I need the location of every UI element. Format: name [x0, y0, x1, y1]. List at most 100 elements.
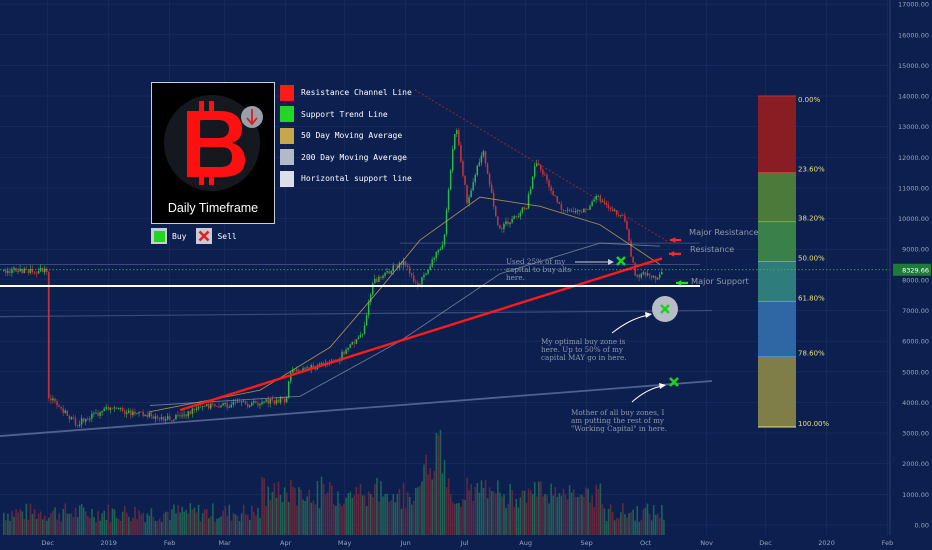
candle-body	[3, 269, 5, 271]
x-axis-panel	[0, 535, 932, 550]
candle-body	[138, 411, 140, 414]
volume-bar	[146, 513, 149, 535]
volume-bar	[82, 507, 85, 535]
volume-bar	[367, 491, 370, 535]
y-tick-label: 11000.00	[898, 184, 929, 192]
candle-body	[560, 203, 563, 210]
volume-bar	[439, 430, 442, 535]
y-tick-label: 14000.00	[898, 93, 929, 101]
volume-bar	[58, 513, 60, 535]
volume-bar	[95, 522, 97, 535]
legend-swatch	[280, 149, 294, 166]
candle-body	[68, 415, 71, 420]
candle-body	[490, 184, 493, 193]
candle-body	[388, 271, 390, 274]
candle-body	[511, 219, 513, 223]
volume-bar	[324, 494, 327, 535]
candle-body	[484, 151, 487, 164]
volume-bar	[447, 478, 450, 535]
volume-bar	[242, 504, 245, 535]
volume-bar	[130, 521, 132, 535]
volume-bar	[11, 510, 13, 535]
candle-body	[48, 271, 50, 399]
volume-bar	[638, 521, 641, 535]
sell-label: Sell	[217, 231, 237, 241]
volume-bar	[554, 487, 557, 535]
volume-bar	[577, 497, 579, 535]
volume-bar	[550, 483, 552, 535]
volume-bar	[210, 516, 212, 535]
x-tick-label: Mar	[219, 539, 232, 547]
candle-body	[456, 130, 458, 135]
candle-body	[72, 417, 75, 419]
volume-bar	[117, 519, 120, 535]
volume-bar	[232, 512, 235, 535]
volume-bar	[283, 487, 286, 535]
volume-bar	[74, 507, 77, 535]
candle-body	[25, 268, 28, 270]
candle-body	[310, 365, 312, 370]
candle-body	[271, 399, 274, 401]
major-support-arrow-head	[676, 280, 682, 286]
candle-body	[464, 175, 466, 185]
candle-body	[501, 228, 503, 230]
candle-body	[546, 175, 548, 181]
volume-bar	[511, 490, 513, 535]
y-tick-label: 8000.00	[902, 276, 929, 284]
volume-bar	[574, 497, 577, 535]
legend-swatch	[280, 84, 294, 101]
volume-bar	[492, 491, 495, 535]
volume-bar	[421, 481, 423, 535]
volume-bar	[423, 464, 425, 535]
volume-bar	[585, 487, 587, 535]
candle-body	[99, 412, 101, 416]
candle-body	[267, 399, 269, 404]
volume-bar	[281, 502, 284, 535]
x-tick-label: Sep	[580, 539, 592, 547]
volume-bar	[646, 503, 649, 535]
candle-body	[226, 403, 228, 408]
volume-bar	[328, 482, 331, 535]
candle-body	[460, 144, 462, 162]
y-tick-label: 12000.00	[898, 154, 929, 162]
volume-bar	[312, 500, 315, 535]
candle-body	[249, 405, 251, 407]
volume-bar	[431, 479, 434, 535]
ma200-line	[149, 242, 661, 406]
volume-bar	[201, 513, 204, 535]
candle-body	[410, 273, 413, 276]
volume-bar	[85, 511, 87, 535]
volume-bar	[460, 506, 462, 535]
candle-body	[306, 367, 308, 369]
candle-body	[197, 406, 200, 409]
candle-body	[382, 275, 384, 278]
volume-bar	[181, 506, 183, 535]
candle-body	[417, 282, 419, 287]
x-tick-label: Feb	[882, 539, 894, 547]
candle-body	[189, 411, 192, 414]
ma50-line	[149, 196, 661, 413]
volume-bar	[123, 505, 126, 535]
legend-swatch	[280, 170, 294, 187]
volume-bar	[212, 503, 214, 535]
candle-body	[527, 194, 530, 209]
volume-bar	[388, 501, 390, 535]
fib-level-label: 0.00%	[798, 96, 821, 104]
volume-bar	[37, 513, 40, 535]
candle-body	[626, 221, 628, 230]
x-tick-label: Jun	[400, 539, 411, 547]
candle-body	[240, 401, 243, 403]
volume-bar	[378, 501, 380, 535]
volume-bar	[154, 520, 157, 535]
volume-bar	[488, 487, 491, 535]
volume-bar	[542, 496, 544, 535]
volume-bar	[589, 502, 591, 535]
candle-body	[275, 399, 278, 404]
candle-body	[355, 339, 358, 344]
legend-label: Support Trend Line	[301, 109, 388, 119]
candle-body	[566, 209, 569, 211]
volume-bar	[255, 515, 257, 535]
candle-body	[261, 401, 263, 405]
candle-body	[238, 401, 241, 403]
